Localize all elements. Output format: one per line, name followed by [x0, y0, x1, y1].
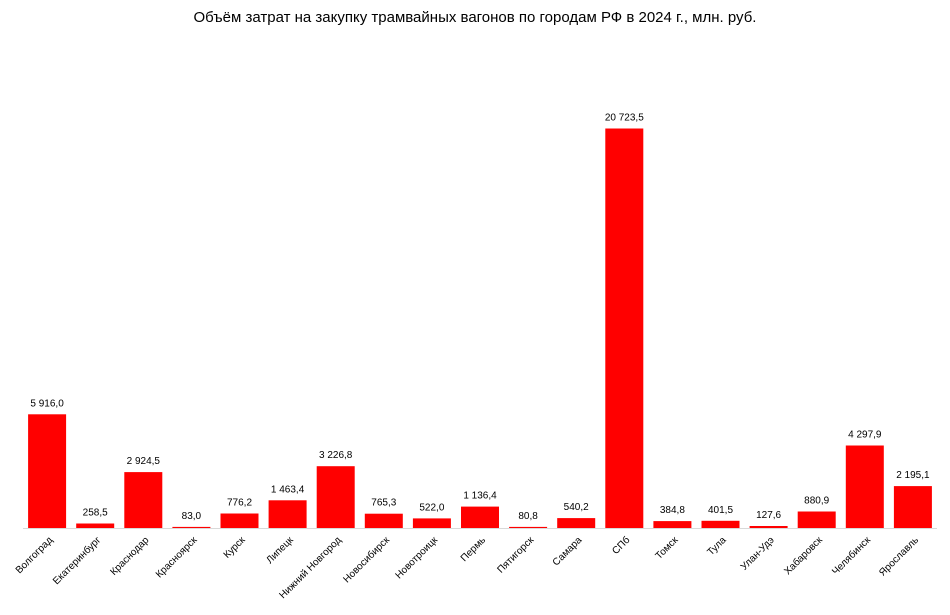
- bar: [316, 466, 355, 529]
- bar: [653, 521, 692, 529]
- data-label: 20 723,5: [605, 113, 644, 124]
- data-label: 522,0: [419, 502, 444, 513]
- data-label: 127,6: [756, 510, 781, 521]
- x-tick-label: Новосибирск: [341, 534, 393, 586]
- bar: [461, 506, 499, 529]
- bar: [701, 520, 740, 529]
- data-label: 3 226,8: [319, 450, 353, 461]
- bar: [220, 513, 259, 529]
- bar: [749, 526, 788, 529]
- x-tick-label: Ярославль: [877, 535, 921, 579]
- data-label: 540,2: [564, 502, 589, 513]
- x-tick-label: Красноярск: [154, 534, 200, 580]
- data-label: 384,8: [660, 505, 685, 516]
- data-label: 258,5: [83, 508, 108, 519]
- x-tick-label: Волгоград: [14, 535, 55, 576]
- data-label: 83,0: [182, 511, 202, 522]
- x-tick-label: Тула: [705, 535, 728, 558]
- x-tick-label: Краснодар: [108, 535, 151, 578]
- bar: [797, 511, 836, 529]
- bar: [605, 128, 644, 529]
- data-label: 880,9: [804, 496, 829, 507]
- data-label: 1 136,4: [463, 491, 497, 502]
- bar: [893, 486, 932, 529]
- x-tick-label: Хабаровск: [782, 534, 826, 578]
- x-tick-label: СПб: [610, 534, 633, 557]
- bar: [28, 414, 67, 529]
- x-tick-label: Курск: [222, 534, 248, 560]
- x-tick-label: Улан-Удэ: [739, 535, 777, 573]
- bar: [124, 472, 163, 529]
- data-label: 5 916,0: [30, 398, 64, 409]
- bar: [557, 518, 596, 529]
- x-tick-label: Пятигорск: [495, 534, 536, 575]
- data-label: 2 195,1: [896, 470, 930, 481]
- x-tick-label: Самара: [551, 535, 585, 569]
- x-tick-label: Томск: [654, 534, 681, 561]
- x-tick-label: Липецк: [264, 534, 296, 566]
- bar: [172, 526, 211, 529]
- bars-group: [28, 128, 932, 529]
- x-tick-label: Екатеринбург: [50, 534, 103, 587]
- bar: [509, 526, 548, 529]
- data-label: 80,8: [518, 511, 538, 522]
- bar: [845, 445, 884, 529]
- data-label: 776,2: [227, 498, 252, 509]
- data-label: 765,3: [371, 498, 396, 509]
- data-label: 1 463,4: [271, 484, 305, 495]
- data-label: 401,5: [708, 505, 733, 516]
- bar: [268, 500, 307, 529]
- bar: [412, 518, 451, 529]
- data-label: 4 297,9: [848, 430, 882, 441]
- bar: [76, 523, 115, 529]
- x-tick-label: Челябинск: [830, 534, 874, 578]
- chart-title: Объём затрат на закупку трамвайных вагон…: [193, 9, 757, 26]
- bar: [364, 513, 403, 529]
- data-labels-group: 5 916,0 258,5 2 924,5 83,0 776,2 1 463,4 3 226…: [30, 113, 930, 522]
- data-label: 2 924,5: [127, 456, 161, 467]
- x-tick-label: Новотроицк: [394, 534, 441, 581]
- x-tick-label: Пермь: [459, 535, 488, 564]
